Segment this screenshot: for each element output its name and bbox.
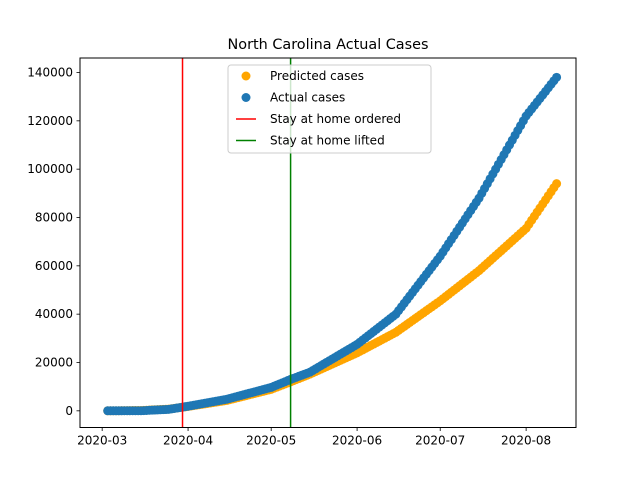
y-tick-label: 140000 bbox=[27, 65, 73, 79]
x-tick-label: 2020-08 bbox=[501, 434, 551, 448]
plot-area bbox=[103, 58, 562, 428]
predicted-point bbox=[552, 179, 562, 189]
x-axis: 2020-03 2020-04 2020-05 2020-06 2020-07 2020-… bbox=[77, 427, 551, 448]
x-tick-label: 2020-06 bbox=[332, 434, 382, 448]
legend-label: Actual cases bbox=[270, 91, 345, 105]
x-tick-label: 2020-05 bbox=[246, 434, 296, 448]
legend-label: Stay at home lifted bbox=[270, 134, 385, 148]
chart-title: North Carolina Actual Cases bbox=[228, 37, 429, 53]
legend-marker bbox=[241, 71, 251, 81]
x-tick-label: 2020-03 bbox=[77, 434, 127, 448]
legend-marker bbox=[241, 93, 251, 102]
y-tick-label: 20000 bbox=[35, 355, 73, 369]
legend-label: Stay at home ordered bbox=[270, 112, 401, 126]
legend: Predicted cases Actual cases Stay at home … bbox=[227, 64, 432, 154]
y-tick-label: 40000 bbox=[35, 307, 73, 321]
actual-point bbox=[552, 72, 562, 82]
y-tick-label: 0 bbox=[65, 404, 73, 418]
y-tick-label: 120000 bbox=[27, 114, 73, 128]
y-tick-label: 60000 bbox=[35, 259, 73, 273]
y-axis: 0 20000 40000 60000 80000 100000 120000 140000 bbox=[27, 65, 80, 418]
y-tick-label: 100000 bbox=[27, 162, 73, 176]
legend-label: Predicted cases bbox=[270, 69, 364, 83]
x-tick-label: 2020-07 bbox=[415, 434, 465, 448]
y-tick-label: 80000 bbox=[35, 210, 73, 224]
axes-frame bbox=[79, 57, 577, 428]
x-tick-label: 2020-04 bbox=[163, 434, 213, 448]
actual-series bbox=[103, 72, 562, 416]
legend-box bbox=[227, 64, 432, 154]
